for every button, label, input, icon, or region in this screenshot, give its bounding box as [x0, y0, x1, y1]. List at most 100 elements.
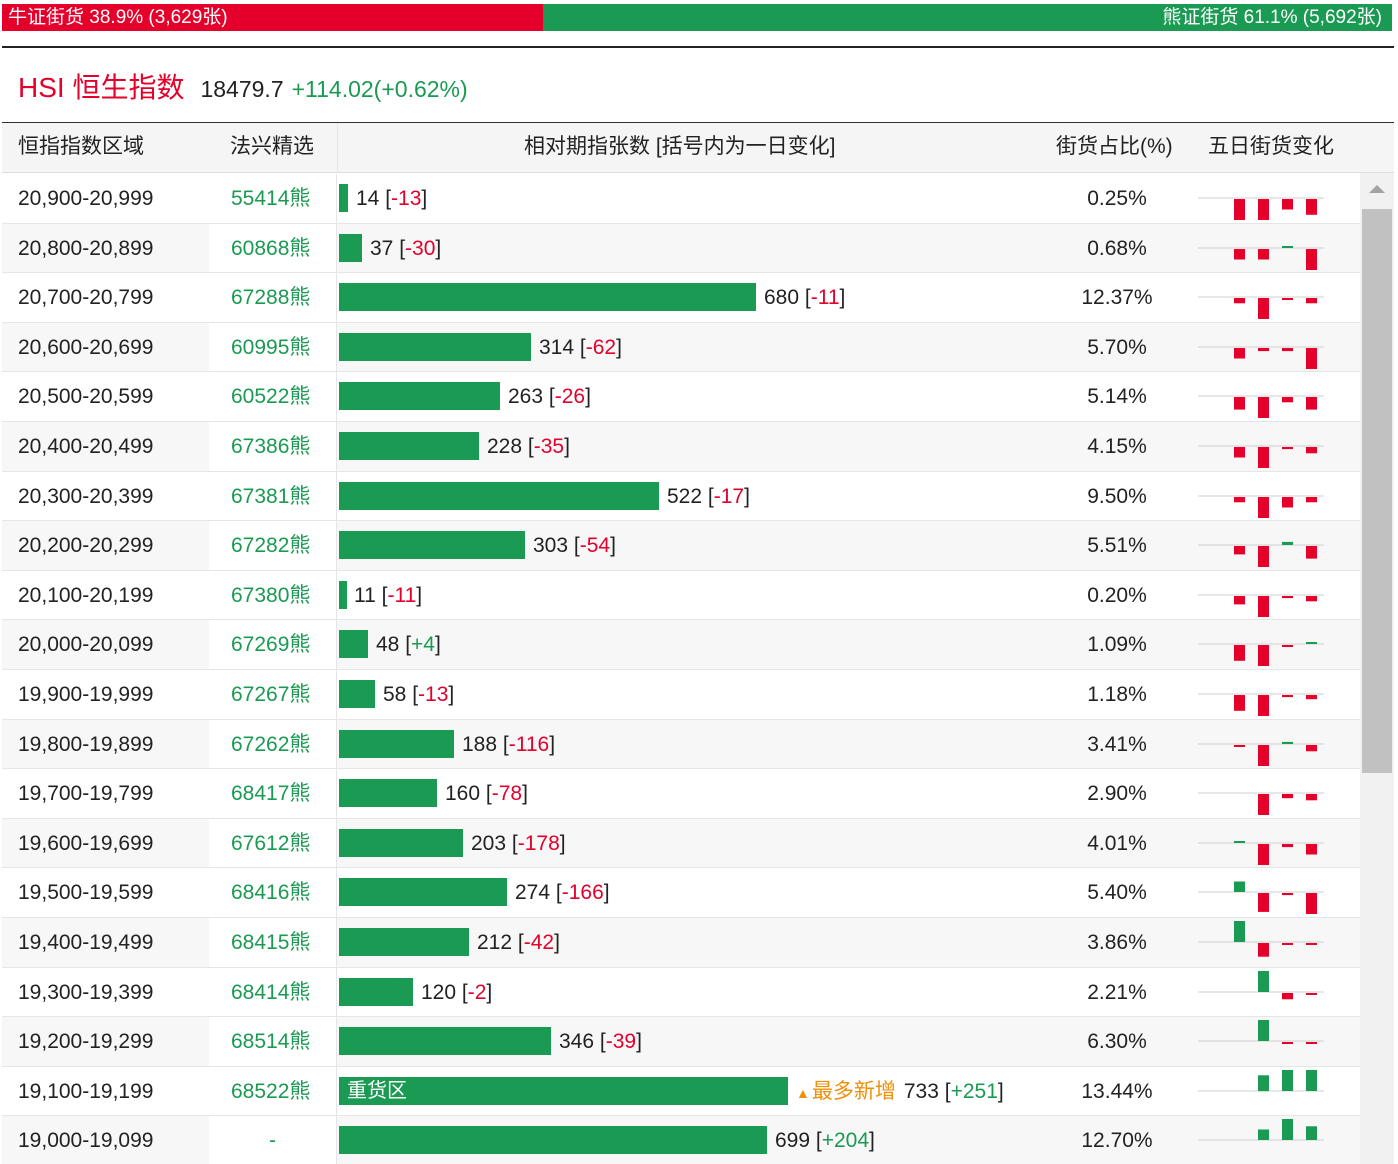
- sparkline-bar: [1282, 943, 1293, 945]
- count-value: 212: [477, 931, 513, 954]
- sparkline-bar: [1306, 447, 1317, 454]
- count-value: 120: [421, 980, 457, 1004]
- table-row[interactable]: 20,300-20,399 67381熊 522 [-17] 9.50%: [2, 471, 1360, 522]
- count-value: 203: [471, 831, 507, 855]
- table-row[interactable]: 19,300-19,399 68414熊 120 [-2] 2.21%: [2, 967, 1360, 1018]
- row-range: 20,300-20,399: [18, 484, 154, 508]
- pick-cell-background: [209, 521, 337, 570]
- sparkline-bar: [1234, 595, 1245, 605]
- table-row[interactable]: 19,000-19,099 - 699 [+204] 12.70%: [2, 1116, 1360, 1164]
- one-day-change: -13: [418, 683, 449, 706]
- street-stock-summary-bar: 牛证街货 38.9% (3,629张) 熊证街货 61.1% (5,692张): [2, 4, 1392, 31]
- table-row[interactable]: 19,500-19,599 68416熊 274 [-166] 5.40%: [2, 868, 1360, 918]
- row-pick-code[interactable]: 68514熊: [231, 1030, 311, 1054]
- table-row[interactable]: 19,600-19,699 67612熊 203 [-178] 4.01%: [2, 818, 1360, 869]
- table-row[interactable]: 20,900-20,999 55414熊 14 [-13] 0.25%: [2, 174, 1360, 224]
- row-pick-code[interactable]: 67262熊: [231, 732, 311, 756]
- sparkline-bar: [1282, 1119, 1293, 1141]
- count-text: 699 [+204]: [775, 1129, 875, 1153]
- row-pick-code[interactable]: 68415熊: [231, 931, 311, 954]
- count-bar: [339, 680, 375, 708]
- row-pick-code[interactable]: 67269熊: [231, 633, 311, 657]
- index-change: +114.02(+0.62%): [291, 76, 468, 102]
- sparkline-bar: [1282, 245, 1293, 248]
- sparkline-bar: [1258, 347, 1269, 351]
- bear-street-stock-segment: 熊证街货 61.1% (5,692张): [543, 4, 1392, 31]
- row-range: 20,600-20,699: [18, 335, 154, 359]
- table-row[interactable]: 20,700-20,799 67288熊 680 [-11] 12.37%: [2, 273, 1360, 323]
- count-value: 346: [559, 1030, 595, 1054]
- row-range: 19,900-19,999: [18, 683, 154, 706]
- row-pick-code[interactable]: 67282熊: [231, 534, 311, 558]
- row-pick-code[interactable]: 60868熊: [231, 236, 311, 260]
- sparkline-bar: [1258, 645, 1269, 667]
- table-row[interactable]: 20,800-20,899 60868熊 37 [-30] 0.68%: [2, 223, 1360, 274]
- five-day-sparkline: [1198, 1069, 1324, 1092]
- row-pick-code[interactable]: 60995熊: [231, 335, 311, 359]
- header-range: 恒指指数区域: [18, 135, 144, 158]
- sparkline-bar: [1234, 840, 1245, 843]
- header-pick: 法兴精选: [230, 135, 314, 158]
- row-pick-code[interactable]: 67288熊: [231, 286, 311, 310]
- pick-cell-background: [209, 1017, 337, 1066]
- table-row[interactable]: 20,600-20,699 60995熊 314 [-62] 5.70%: [2, 322, 1360, 373]
- count-text: 314 [-62]: [539, 335, 622, 359]
- sparkline-bar: [1258, 546, 1269, 568]
- table-row[interactable]: 19,400-19,499 68415熊 212 [-42] 3.86%: [2, 918, 1360, 968]
- row-range: 20,400-20,499: [18, 435, 154, 458]
- one-day-change: +251: [950, 1079, 998, 1103]
- sparkline-bar: [1306, 347, 1317, 369]
- table-row[interactable]: 19,800-19,899 67262熊 188 [-116] 3.41%: [2, 719, 1360, 770]
- table-row[interactable]: 19,200-19,299 68514熊 346 [-39] 6.30%: [2, 1017, 1360, 1067]
- sparkline-bar: [1282, 695, 1293, 698]
- table-row[interactable]: 20,400-20,499 67386熊 228 [-35] 4.15%: [2, 422, 1360, 472]
- pick-cell-background: [209, 868, 337, 917]
- row-pick-code[interactable]: 68416熊: [231, 881, 311, 905]
- row-pick-code[interactable]: 68417熊: [231, 782, 311, 806]
- count-text: 346 [-39]: [559, 1030, 642, 1054]
- sparkline-bar: [1258, 1020, 1269, 1042]
- street-stock-ratio: 1.09%: [1087, 633, 1147, 657]
- count-value: 11: [354, 583, 376, 607]
- table-row[interactable]: 20,200-20,299 67282熊 303 [-54] 5.51%: [2, 521, 1360, 571]
- row-pick-code[interactable]: 55414熊: [231, 187, 311, 210]
- one-day-change: -42: [523, 931, 555, 954]
- count-value: 160: [445, 782, 481, 806]
- count-bar: [339, 1027, 551, 1056]
- sparkline-bar: [1306, 1042, 1317, 1045]
- street-stock-ratio: 5.14%: [1087, 385, 1147, 409]
- count-bar: [339, 382, 500, 411]
- scrollbar[interactable]: [1360, 173, 1394, 1164]
- one-day-change: -2: [467, 980, 487, 1004]
- sparkline-bar: [1306, 992, 1317, 995]
- table-row[interactable]: 20,000-20,099 67269熊 48 [+4] 1.09%: [2, 620, 1360, 670]
- sparkline-bar: [1258, 447, 1269, 468]
- table-row[interactable]: 20,100-20,199 67380熊 11 [-11] 0.20%: [2, 570, 1360, 621]
- one-day-change: -13: [391, 187, 422, 210]
- scrollbar-thumb[interactable]: [1362, 209, 1392, 773]
- row-pick-code[interactable]: 67381熊: [231, 484, 311, 508]
- table-row[interactable]: 19,700-19,799 68417熊 160 [-78] 2.90%: [2, 769, 1360, 819]
- row-pick-code[interactable]: 67380熊: [231, 583, 311, 607]
- bull-street-stock-label: 牛证街货 38.9% (3,629张): [8, 7, 228, 28]
- row-range: 20,100-20,199: [18, 583, 154, 607]
- index-name[interactable]: HSI 恒生指数: [18, 72, 185, 103]
- table-row[interactable]: 19,100-19,199 68522熊 重货区 ▲最多新增 733 [+251] 13.…: [2, 1066, 1360, 1117]
- sparkline-bar: [1234, 645, 1245, 662]
- scroll-up-arrow-icon[interactable]: [1369, 185, 1385, 193]
- row-pick-code[interactable]: 67386熊: [231, 435, 311, 458]
- five-day-sparkline: [1198, 921, 1324, 957]
- count-value: 522: [667, 484, 703, 508]
- count-bar: [339, 481, 659, 510]
- row-pick-code[interactable]: 68414熊: [231, 980, 311, 1004]
- row-pick-code[interactable]: 60522熊: [231, 385, 311, 409]
- row-pick-code[interactable]: 67267熊: [231, 683, 311, 706]
- count-bar: [339, 928, 469, 956]
- count-value: 188: [462, 732, 498, 756]
- row-pick-code[interactable]: 68522熊: [231, 1079, 311, 1103]
- table-row[interactable]: 20,500-20,599 60522熊 263 [-26] 5.14%: [2, 372, 1360, 422]
- row-pick-code[interactable]: 67612熊: [231, 831, 311, 855]
- table-row[interactable]: 19,900-19,999 67267熊 58 [-13] 1.18%: [2, 670, 1360, 720]
- count-text: 303 [-54]: [533, 534, 616, 558]
- street-stock-ratio: 2.90%: [1087, 782, 1147, 806]
